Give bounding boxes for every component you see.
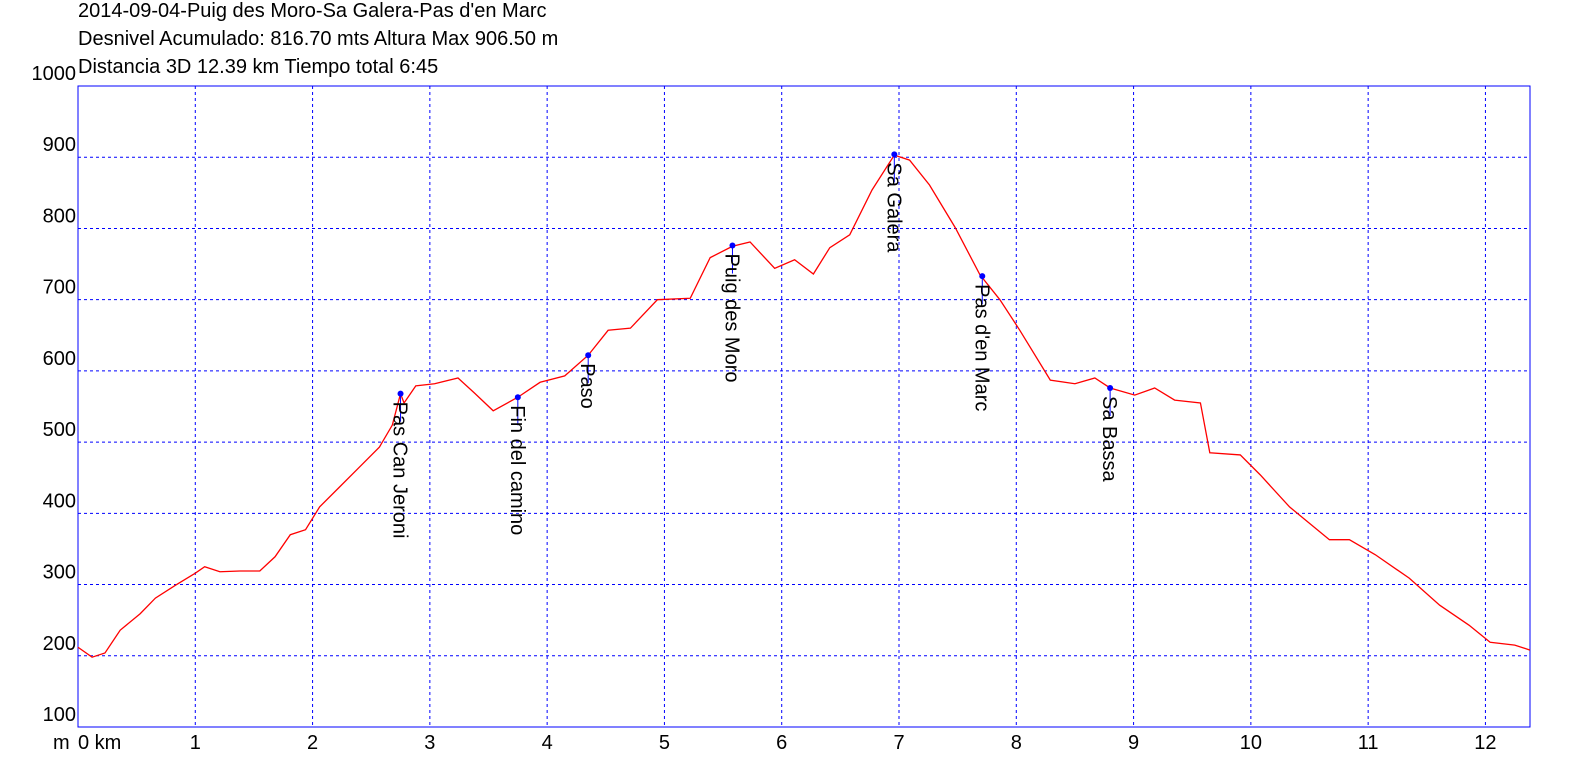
y-tick-label: 700 xyxy=(43,277,76,299)
y-tick-label: 600 xyxy=(43,348,76,370)
y-tick-label: 900 xyxy=(43,134,76,156)
x-tick-label: 6 xyxy=(776,732,787,754)
y-tick-label: 400 xyxy=(43,490,76,512)
title-line: 2014-09-04-Puig des Moro-Sa Galera-Pas d… xyxy=(78,0,547,22)
x-tick-label: 12 xyxy=(1474,732,1496,754)
x-tick-label: 9 xyxy=(1128,732,1139,754)
y-tick-label: 800 xyxy=(43,205,76,227)
plot-frame xyxy=(77,85,1531,728)
waypoint-label: Puig des Moro xyxy=(720,254,742,383)
title-line: Distancia 3D 12.39 km Tiempo total 6:45 xyxy=(78,56,438,78)
waypoint-marker xyxy=(979,273,986,280)
waypoint-marker xyxy=(397,390,404,397)
waypoint-label: Pas Can Jeroni xyxy=(389,402,411,539)
y-axis-label: m xyxy=(53,732,70,754)
y-tick-label: 200 xyxy=(43,633,76,655)
waypoint-marker xyxy=(891,151,898,158)
waypoint-label: Pas d'en Marc xyxy=(970,284,992,411)
x-tick-label: 8 xyxy=(1011,732,1022,754)
waypoint-marker xyxy=(514,394,521,401)
y-tick-label: 500 xyxy=(43,419,76,441)
x-tick-label: 4 xyxy=(542,732,553,754)
waypoint-marker xyxy=(1107,384,1114,391)
waypoint-label: Paso xyxy=(576,363,598,409)
elevation-line xyxy=(77,154,1531,658)
y-tick-label: 300 xyxy=(43,562,76,584)
y-tick-label: 100 xyxy=(43,704,76,726)
waypoint-marker xyxy=(585,352,592,359)
x-tick-label: 10 xyxy=(1240,732,1262,754)
waypoint-label: Sa Bassa xyxy=(1098,396,1120,482)
x-tick-label: 11 xyxy=(1358,732,1379,754)
x-tick-label: 5 xyxy=(659,732,670,754)
x-tick-label: 1 xyxy=(190,732,201,754)
x-tick-label: 0 km xyxy=(78,732,121,754)
x-tick-label: 2 xyxy=(307,732,318,754)
waypoint-marker xyxy=(729,242,736,249)
waypoint-label: Sa Galera xyxy=(882,162,904,253)
y-tick-label: 1000 xyxy=(32,63,77,85)
title-line: Desnivel Acumulado: 816.70 mts Altura Ma… xyxy=(78,28,558,50)
x-tick-label: 7 xyxy=(893,732,904,754)
waypoint-label: Fin del camino xyxy=(506,405,528,535)
x-tick-label: 3 xyxy=(424,732,435,754)
